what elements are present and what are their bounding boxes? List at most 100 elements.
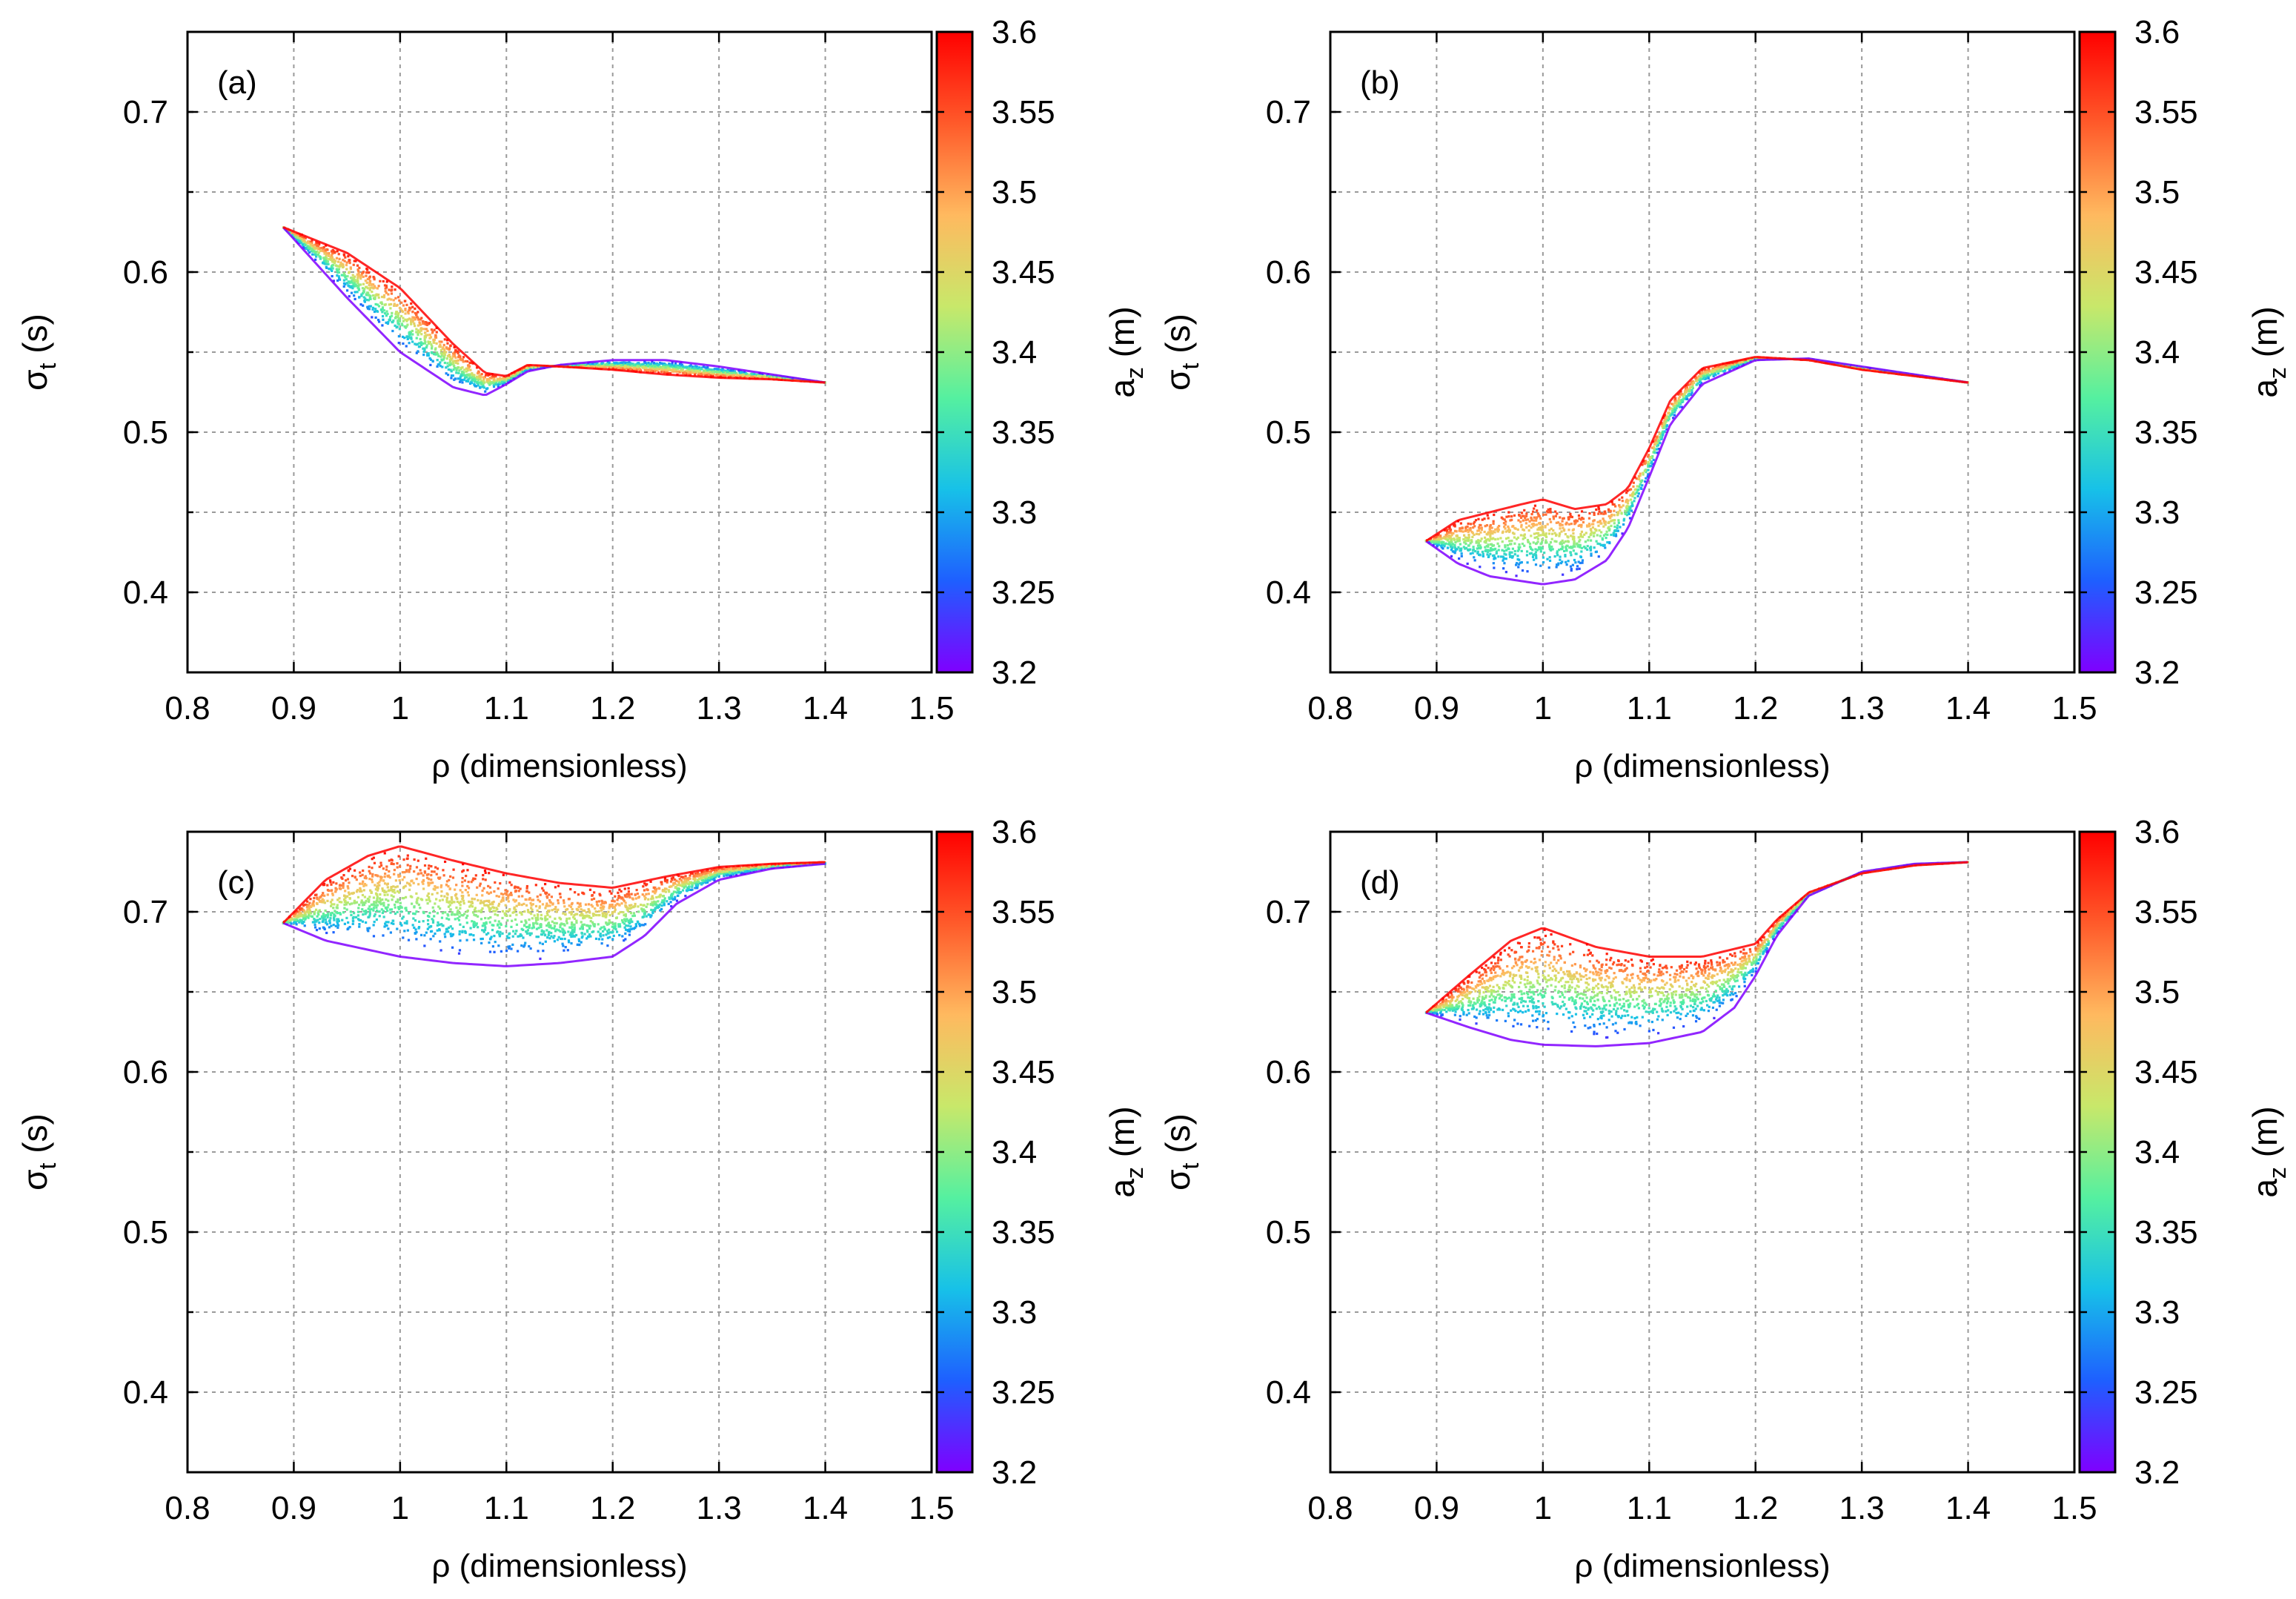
scatter-point <box>1498 545 1500 547</box>
scatter-point <box>1445 529 1447 532</box>
scatter-point <box>1525 522 1527 524</box>
scatter-point <box>1479 540 1482 542</box>
scatter-point <box>374 308 376 310</box>
scatter-point <box>319 250 322 252</box>
scatter-point <box>1513 543 1516 545</box>
scatter-point <box>1514 550 1516 552</box>
scatter-point <box>1685 388 1688 391</box>
scatter-point <box>1496 552 1498 554</box>
scatter-point <box>731 372 733 374</box>
scatter-point <box>1548 532 1550 534</box>
scatter-point <box>1694 377 1696 380</box>
scatter-point <box>1502 567 1504 569</box>
scatter-point <box>1581 517 1583 519</box>
scatter-point <box>353 294 355 297</box>
scatter-point <box>1518 563 1520 566</box>
scatter-point <box>417 350 419 352</box>
scatter-point <box>1605 531 1607 533</box>
scatter-point <box>1545 514 1547 516</box>
scatter-point <box>1565 546 1567 549</box>
scatter-point <box>1579 568 1581 570</box>
scatter-point <box>436 342 438 345</box>
scatter-point <box>334 262 336 264</box>
scatter-point <box>378 297 380 299</box>
scatter-point <box>663 371 666 374</box>
scatter-point <box>364 297 366 299</box>
scatter-point <box>472 378 474 380</box>
scatter-point <box>1549 510 1551 512</box>
scatter-point <box>439 356 442 358</box>
scatter-point <box>1559 527 1561 529</box>
scatter-point <box>1443 537 1445 539</box>
x-tick-label: 0.9 <box>271 690 316 726</box>
scatter-point <box>1470 529 1472 532</box>
scatter-point <box>443 351 445 353</box>
scatter-point <box>467 379 469 381</box>
scatter-point <box>482 385 484 388</box>
scatter-point <box>1530 517 1532 519</box>
scatter-point <box>463 379 465 381</box>
scatter-point <box>397 315 399 317</box>
scatter-point <box>424 341 426 343</box>
scatter-point <box>1531 549 1533 551</box>
scatter-point <box>411 333 414 335</box>
scatter-point <box>1498 549 1500 551</box>
scatter-point <box>348 280 350 282</box>
scatter-point <box>343 260 345 262</box>
scatter-point <box>439 361 441 363</box>
scatter-point <box>443 348 445 351</box>
scatter-point <box>1593 535 1595 537</box>
scatter-point <box>358 296 360 298</box>
scatter-point <box>1496 543 1499 545</box>
scatter-point <box>436 351 438 354</box>
scatter-point <box>417 311 419 313</box>
scatter-point <box>409 334 411 336</box>
scatter-point <box>422 354 425 356</box>
scatter-point <box>1567 540 1569 542</box>
scatter-point <box>1520 524 1522 526</box>
scatter-point <box>346 262 348 264</box>
scatter-point <box>418 345 420 348</box>
scatter-point <box>481 373 483 375</box>
scatter-point <box>1618 522 1620 524</box>
scatter-point <box>624 365 626 368</box>
scatter-point <box>1512 532 1514 534</box>
scatter-point <box>709 371 711 373</box>
scatter-point <box>1656 436 1658 438</box>
scatter-point <box>1587 539 1589 541</box>
scatter-point <box>453 365 455 367</box>
scatter-point <box>442 346 444 348</box>
scatter-point <box>411 311 414 313</box>
scatter-point <box>742 374 744 376</box>
scatter-point <box>353 264 355 266</box>
scatter-point <box>426 353 428 355</box>
scatter-point <box>1558 549 1560 551</box>
scatter-point <box>680 369 682 371</box>
scatter-point <box>476 376 478 378</box>
scatter-point <box>1534 505 1536 507</box>
scatter-point <box>446 342 448 345</box>
scatter-point <box>601 365 603 368</box>
scatter-point <box>1517 566 1519 568</box>
scatter-point <box>308 251 311 254</box>
scatter-point <box>1622 500 1624 502</box>
scatter-point <box>356 268 359 271</box>
scatter-point <box>1530 513 1533 515</box>
scatter-point <box>412 319 414 321</box>
scatter-point <box>424 322 426 325</box>
scatter-point <box>363 291 365 293</box>
scatter-point <box>1504 544 1506 546</box>
scatter-point <box>1621 512 1623 514</box>
scatter-point <box>1638 478 1640 480</box>
scatter-point <box>685 366 687 368</box>
scatter-point <box>457 372 459 374</box>
scatter-point <box>401 322 403 325</box>
scatter-point <box>458 369 460 371</box>
scatter-point <box>1472 546 1474 548</box>
scatter-point <box>1572 529 1574 532</box>
scatter-point <box>676 371 678 373</box>
scatter-point <box>1562 540 1564 542</box>
scatter-point <box>337 261 339 263</box>
scatter-point <box>429 341 431 343</box>
scatter-point <box>1542 514 1545 516</box>
